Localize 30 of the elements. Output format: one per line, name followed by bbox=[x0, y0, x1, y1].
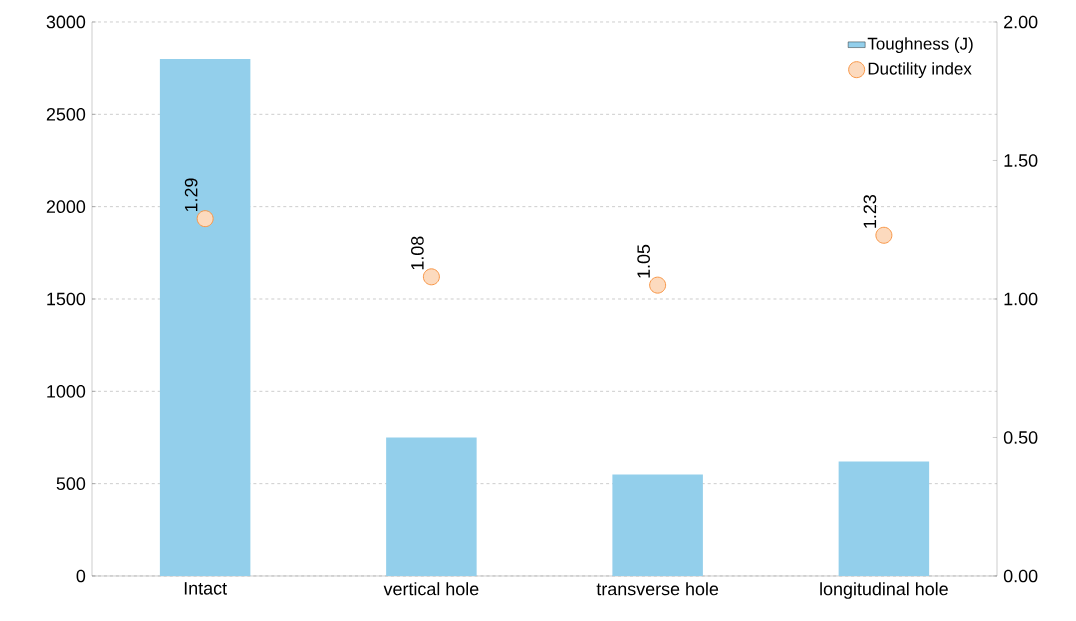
y2-tick-label: 0.00 bbox=[1003, 569, 1038, 583]
point bbox=[196, 210, 214, 228]
bar bbox=[386, 437, 477, 576]
bar bbox=[838, 461, 930, 576]
bar bbox=[159, 58, 251, 576]
y-tick-label: 1000 bbox=[47, 384, 86, 398]
y-tick-label: 2500 bbox=[46, 107, 86, 121]
y-tick-label: 500 bbox=[56, 477, 86, 490]
x-tick-label: longitudinal hole bbox=[820, 582, 948, 599]
y-tick-label: 2000 bbox=[46, 200, 86, 213]
bar bbox=[612, 474, 703, 576]
y-tick-label: 0 bbox=[76, 569, 86, 583]
y2-tick-label: 0.50 bbox=[1003, 431, 1038, 444]
y-tick-label: 1500 bbox=[47, 292, 86, 306]
data-label: 1.23 bbox=[863, 194, 877, 228]
legend-label: Ductility index bbox=[868, 62, 972, 78]
data-label: 1.08 bbox=[411, 236, 424, 270]
x-tick-label: vertical hole bbox=[383, 582, 479, 596]
y2-tick-label: 2.00 bbox=[1004, 15, 1038, 29]
data-label: 1.29 bbox=[184, 178, 198, 212]
point bbox=[422, 268, 440, 286]
point bbox=[649, 276, 667, 294]
legend-label: Toughness (J) bbox=[867, 37, 973, 54]
y2-tick-label: 1.00 bbox=[1004, 292, 1038, 306]
x-tick-label: transverse hole bbox=[596, 582, 719, 596]
point bbox=[875, 226, 893, 244]
x-tick-label: Intact bbox=[184, 582, 227, 595]
y-tick-label: 3000 bbox=[46, 15, 86, 29]
y2-tick-label: 1.50 bbox=[1004, 154, 1038, 167]
data-label: 1.05 bbox=[637, 244, 650, 278]
